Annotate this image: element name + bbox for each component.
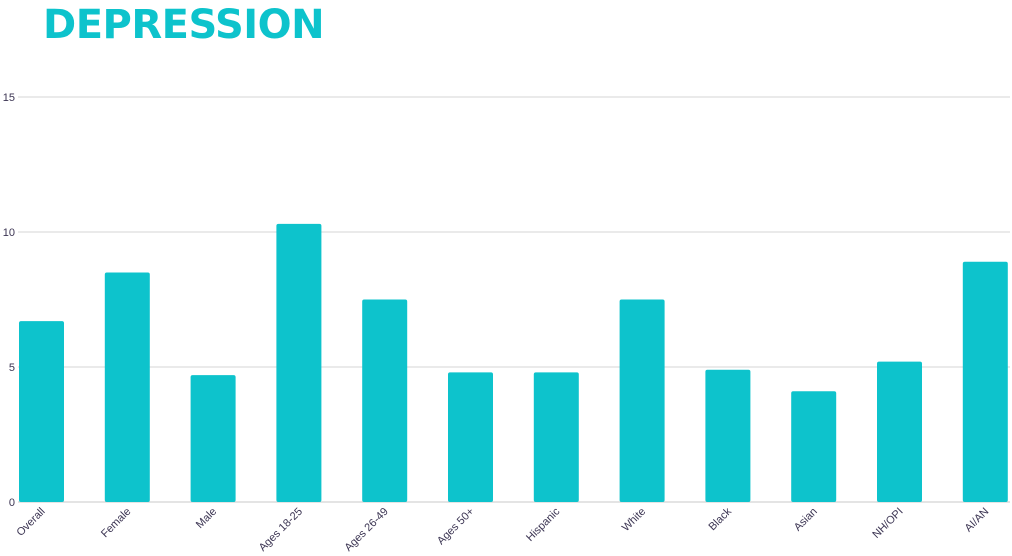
x-tick-label: Ages 18-25	[257, 506, 305, 554]
bar	[877, 361, 922, 502]
x-tick-label: NH/OPI	[870, 506, 905, 541]
y-tick-label: 15	[3, 92, 15, 104]
x-tick-label: Ages 26-49	[343, 506, 391, 554]
bar	[104, 272, 150, 502]
x-tick-label: Overall	[14, 506, 47, 539]
x-tick-label: Hispanic	[524, 505, 563, 544]
bars	[19, 223, 1008, 502]
y-tick-label: 0	[9, 497, 15, 509]
bar	[362, 299, 408, 502]
bar	[705, 369, 751, 502]
bar	[533, 372, 579, 502]
bar	[448, 372, 493, 502]
x-tick-label: Black	[707, 505, 735, 533]
x-tick-label: White	[620, 506, 648, 534]
y-tick-label: 5	[9, 362, 15, 374]
x-tick-label: Asian	[792, 506, 820, 534]
x-tick-label: AI/AN	[963, 506, 992, 535]
y-axis: 0 5 10 15	[3, 92, 15, 509]
bar	[962, 261, 1008, 502]
bar	[619, 299, 665, 502]
x-tick-label: Male	[194, 506, 219, 531]
x-tick-label: Ages 50+	[435, 506, 477, 548]
y-tick-label: 10	[3, 227, 15, 239]
bar	[19, 321, 64, 502]
bar	[190, 375, 236, 502]
x-tick-label: Female	[99, 506, 133, 540]
grid	[18, 96, 1010, 503]
bar	[276, 223, 322, 502]
chart-title: DEPRESSION	[43, 2, 325, 48]
x-axis: Overall Female Male Ages 18-25 Ages 26-49 Age…	[14, 505, 991, 554]
bar	[791, 391, 837, 502]
